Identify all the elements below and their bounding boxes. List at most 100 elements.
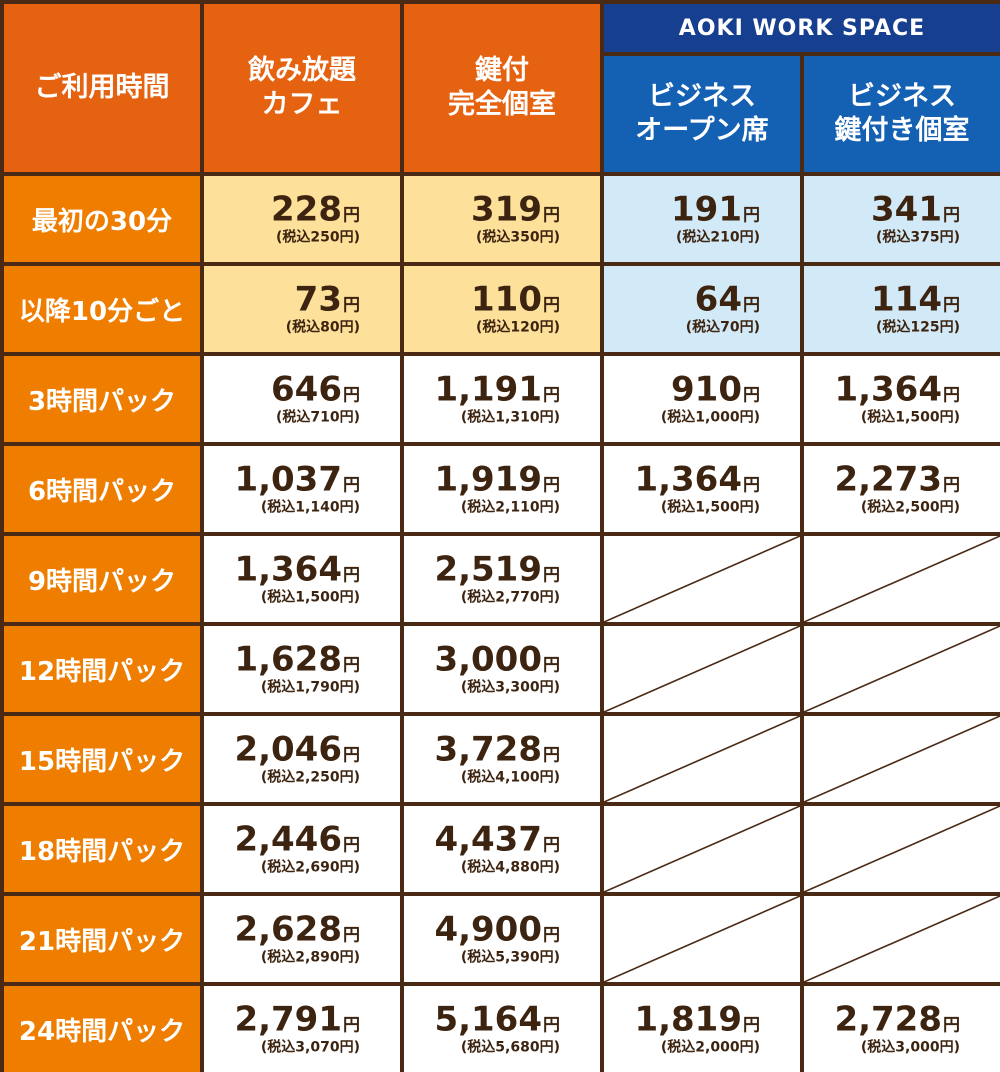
price-cell: 341円 (税込375円) [800,172,1000,262]
price-tax-included: (税込3,070円) [261,1039,360,1055]
price-main: 2,046円 [234,732,360,766]
tax-value: 2,690 [295,859,340,876]
price-main: 4,437円 [434,822,560,856]
yen-unit: 円 [543,745,560,766]
tax-prefix: (税込 [860,1039,896,1056]
price-cell: 114円 (税込125円) [800,262,1000,352]
price-value: 228 [271,189,342,230]
price-value: 114 [871,279,942,320]
yen-unit: 円 [943,295,960,316]
header-private-room-line1: 鍵付 [475,55,529,87]
price-value: 73 [294,279,342,320]
price-value: 2,046 [234,729,342,770]
price-cell: 3,000円 (税込3,300円) [400,622,600,712]
header-private-room-line2: 完全個室 [448,89,556,120]
diagonal-slash-icon [604,896,800,982]
row-label-text: 以降10分ごと [18,296,186,327]
header-biz-open-line1: ビジネス [647,81,756,113]
price-value: 319 [471,189,542,230]
diagonal-slash-icon [604,626,800,712]
header-cafe-line1: 飲み放題 [248,55,356,87]
price-cell: 2,519円 (税込2,770円) [400,532,600,622]
diagonal-slash-icon [804,536,1000,622]
row-label-text: 18時間パック [18,836,186,867]
price-tax-included: (税込2,250円) [261,769,360,785]
yen-unit: 円 [543,925,560,946]
price: 4,437円 (税込4,880円) [434,822,560,875]
tax-value: 2,500 [895,499,940,516]
row-label-text: 3時間パック [27,386,177,417]
price-main: 910円 [671,372,760,406]
tax-value: 3,000 [895,1039,940,1056]
yen-unit: 円 [943,385,960,406]
row-label-text: 最初の30分 [31,206,173,237]
tax-prefix: (税込 [260,949,296,966]
price: 1,364円 (税込1,500円) [234,552,360,605]
price-tax-included: (税込2,890円) [261,949,360,965]
yen-unit: 円 [343,475,360,496]
price-main: 1,628円 [234,642,360,676]
tax-prefix: (税込 [860,499,896,516]
price: 73円 (税込80円) [286,282,360,335]
not-available-cell [800,622,1000,712]
slash-line [804,896,1000,982]
row-label-text: 6時間パック [27,476,177,507]
tax-suffix: 円) [739,1039,760,1056]
tax-value: 2,890 [295,949,340,966]
price-main: 1,364円 [234,552,360,586]
price-main: 2,446円 [234,822,360,856]
header-private-room: 鍵付 完全個室 [400,0,600,172]
row-label: 24時間パック [0,982,200,1072]
tax-prefix: (税込 [460,1039,496,1056]
tax-suffix: 円) [739,229,760,246]
row-label: 18時間パック [0,802,200,892]
price: 646円 (税込710円) [271,372,360,425]
price-main: 319円 [471,192,560,226]
header-brand-label: AOKI WORK SPACE [678,15,926,41]
price-tax-included: (税込2,110円) [461,499,560,515]
row-label-text: 12時間パック [18,656,186,687]
price-value: 110 [471,279,542,320]
yen-unit: 円 [343,565,360,586]
price-value: 2,628 [234,909,342,950]
tax-prefix: (税込 [285,319,321,336]
price-cell: 3,728円 (税込4,100円) [400,712,600,802]
row-label: 最初の30分 [0,172,200,262]
tax-value: 125 [910,319,940,336]
tax-suffix: 円) [539,769,560,786]
yen-unit: 円 [943,1015,960,1036]
yen-unit: 円 [343,745,360,766]
price: 1,364円 (税込1,500円) [834,372,960,425]
tax-suffix: 円) [339,589,360,606]
header-biz-private: ビジネス 鍵付き個室 [800,52,1000,172]
price-main: 341円 [871,192,960,226]
yen-unit: 円 [543,205,560,226]
price: 2,519円 (税込2,770円) [434,552,560,605]
yen-unit: 円 [743,475,760,496]
not-available-cell [600,712,800,802]
tax-suffix: 円) [939,319,960,336]
row-label-text: 9時間パック [27,566,177,597]
yen-unit: 円 [343,1015,360,1036]
tax-suffix: 円) [939,229,960,246]
price: 319円 (税込350円) [471,192,560,245]
price-cell: 2,273円 (税込2,500円) [800,442,1000,532]
tax-suffix: 円) [739,409,760,426]
price-value: 646 [271,369,342,410]
row-label: 21時間パック [0,892,200,982]
price-main: 1,364円 [834,372,960,406]
price-value: 64 [694,279,742,320]
price-main: 191円 [671,192,760,226]
tax-value: 710 [310,409,340,426]
price-main: 1,037円 [234,462,360,496]
price-tax-included: (税込120円) [476,319,560,335]
yen-unit: 円 [343,835,360,856]
tax-prefix: (税込 [260,589,296,606]
yen-unit: 円 [543,385,560,406]
tax-value: 3,300 [495,679,540,696]
price-main: 4,900円 [434,912,560,946]
price-tax-included: (税込4,100円) [461,769,560,785]
tax-prefix: (税込 [460,949,496,966]
tax-prefix: (税込 [860,409,896,426]
tax-suffix: 円) [739,499,760,516]
